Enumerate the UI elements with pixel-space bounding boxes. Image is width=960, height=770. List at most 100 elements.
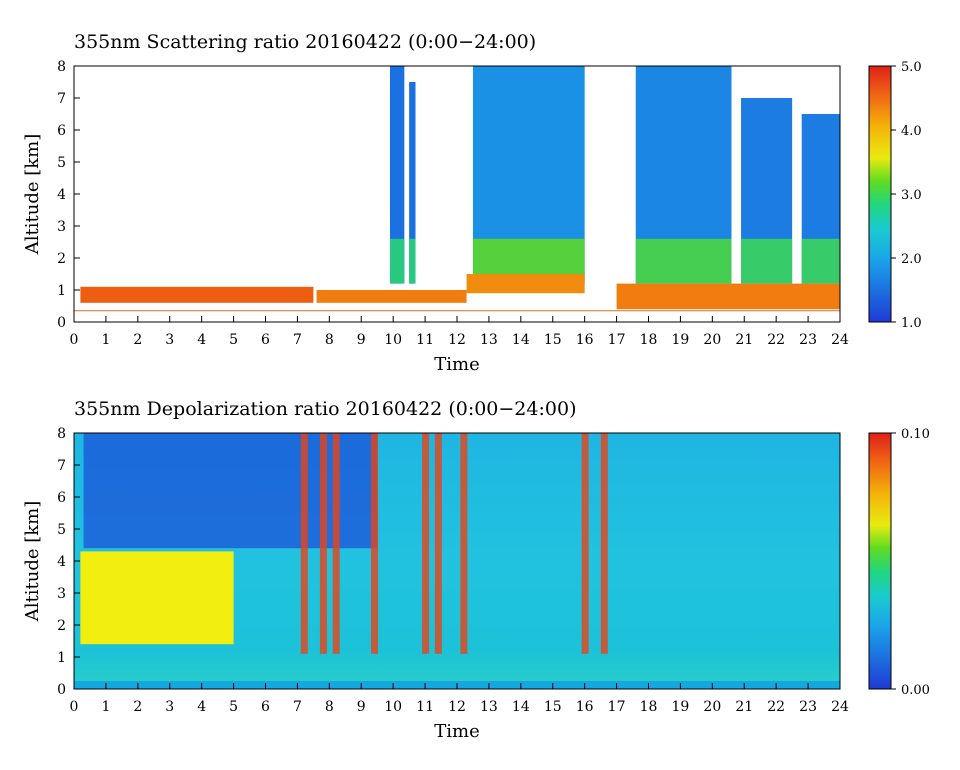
y-axis-ticks: 0 1 2 3 4 5 6 7 8 (57, 426, 80, 698)
x-tick-label: 19 (672, 699, 690, 715)
y-tick-label: 5 (57, 522, 66, 538)
depolarization-ratio-panel: 355nm Depolarization ratio 20160422 (0:0… (22, 398, 930, 742)
x-tick-label: 14 (512, 699, 530, 715)
colorbar-tick-label: 0.10 (901, 427, 930, 442)
y-tick-label: 7 (57, 458, 66, 474)
colorbar-tick-label: 5.0 (901, 60, 922, 75)
cloud-base (741, 238, 793, 284)
x-tick-label: 15 (544, 699, 562, 715)
y-tick-label: 6 (57, 123, 66, 139)
x-tick-label: 15 (544, 332, 562, 348)
x-tick-label: 2 (133, 699, 142, 715)
colorbar (868, 65, 892, 323)
y-tick-label: 2 (57, 618, 66, 634)
x-tick-label: 18 (640, 332, 658, 348)
y-tick-label: 0 (57, 315, 66, 331)
x-tick-label: 9 (357, 332, 366, 348)
x-axis-ticks: 0 1 2 3 4 5 6 7 8 9 10 11 12 13 14 15 16 17 18 19 20 21 22 23 24 (70, 683, 849, 715)
cloud-column (389, 66, 405, 284)
x-tick-label: 16 (576, 332, 594, 348)
depol-streak (319, 433, 327, 654)
x-tick-label: 23 (799, 699, 817, 715)
x-tick-label: 11 (416, 699, 434, 715)
x-axis-ticks: 0 1 2 3 4 5 6 7 8 9 10 11 12 13 14 15 16 17 18 19 20 21 22 23 24 (70, 316, 849, 348)
colorbar-tick-label: 3.0 (901, 188, 922, 203)
dust-layer (80, 551, 234, 645)
colorbar (868, 432, 892, 690)
x-tick-label: 10 (384, 332, 402, 348)
x-tick-label: 19 (672, 332, 690, 348)
x-tick-label: 16 (576, 699, 594, 715)
colorbar-tick-label: 1.0 (901, 316, 922, 331)
x-tick-label: 7 (293, 332, 302, 348)
depol-streak (300, 433, 308, 654)
depol-streak (600, 433, 608, 654)
x-tick-label: 20 (703, 699, 721, 715)
x-tick-label: 22 (767, 332, 785, 348)
y-tick-label: 2 (57, 251, 66, 267)
y-tick-label: 1 (57, 650, 66, 666)
cloud-base (409, 238, 416, 284)
colorbar-tick-label: 2.0 (901, 252, 922, 267)
y-tick-label: 6 (57, 490, 66, 506)
x-tick-label: 12 (448, 332, 466, 348)
x-tick-label: 6 (261, 699, 270, 715)
depol-streak (434, 433, 442, 654)
y-tick-label: 0 (57, 682, 66, 698)
colorbar-ticks: 1.0 2.0 3.0 4.0 5.0 (891, 60, 922, 331)
aerosol-layer (316, 290, 467, 303)
x-tick-label: 8 (325, 332, 334, 348)
chart-title: 355nm Depolarization ratio 20160422 (0:0… (74, 398, 576, 420)
x-tick-label: 24 (831, 699, 849, 715)
x-tick-label: 10 (384, 699, 402, 715)
x-tick-label: 23 (799, 332, 817, 348)
depol-streak (332, 433, 340, 654)
x-tick-label: 13 (480, 332, 498, 348)
x-tick-label: 18 (640, 699, 658, 715)
x-axis-label: Time (434, 721, 479, 742)
x-tick-label: 5 (229, 699, 238, 715)
x-tick-label: 11 (416, 332, 434, 348)
y-axis-label: Altitude [km] (22, 134, 43, 256)
x-tick-label: 21 (735, 699, 753, 715)
depol-streak (422, 433, 430, 654)
colorbar-ticks: 0.00 0.10 (891, 427, 930, 698)
y-axis-ticks: 0 1 2 3 4 5 6 7 8 (57, 59, 80, 331)
x-tick-label: 22 (767, 699, 785, 715)
cloud-base (635, 238, 732, 284)
x-tick-label: 1 (101, 332, 110, 348)
chart-title: 355nm Scattering ratio 20160422 (0:00−24… (74, 31, 536, 53)
x-tick-label: 4 (197, 332, 206, 348)
y-tick-label: 8 (57, 59, 66, 75)
y-tick-label: 1 (57, 283, 66, 299)
x-tick-label: 3 (165, 699, 174, 715)
scattering-ratio-panel: 355nm Scattering ratio 20160422 (0:00−24… (22, 31, 922, 375)
depol-streak (371, 433, 379, 654)
x-tick-label: 20 (703, 332, 721, 348)
x-tick-label: 13 (480, 699, 498, 715)
y-tick-label: 3 (57, 219, 66, 235)
cloud-column (409, 82, 416, 284)
x-tick-label: 1 (101, 699, 110, 715)
y-tick-label: 7 (57, 91, 66, 107)
x-tick-label: 12 (448, 699, 466, 715)
x-tick-label: 4 (197, 699, 206, 715)
y-tick-label: 4 (57, 187, 66, 203)
depol-streak (460, 433, 468, 654)
low-depol-region (83, 433, 378, 549)
x-tick-label: 0 (70, 332, 79, 348)
cloud-base (801, 238, 840, 284)
cloud-base (389, 238, 405, 284)
x-tick-label: 5 (229, 332, 238, 348)
x-tick-label: 17 (608, 699, 626, 715)
depol-streak (581, 433, 589, 654)
aerosol-layer (616, 283, 840, 310)
x-tick-label: 21 (735, 332, 753, 348)
y-tick-label: 3 (57, 586, 66, 602)
y-tick-label: 4 (57, 554, 66, 570)
x-tick-label: 8 (325, 699, 334, 715)
x-tick-label: 3 (165, 332, 174, 348)
colorbar-tick-label: 4.0 (901, 124, 922, 139)
x-tick-label: 2 (133, 332, 142, 348)
